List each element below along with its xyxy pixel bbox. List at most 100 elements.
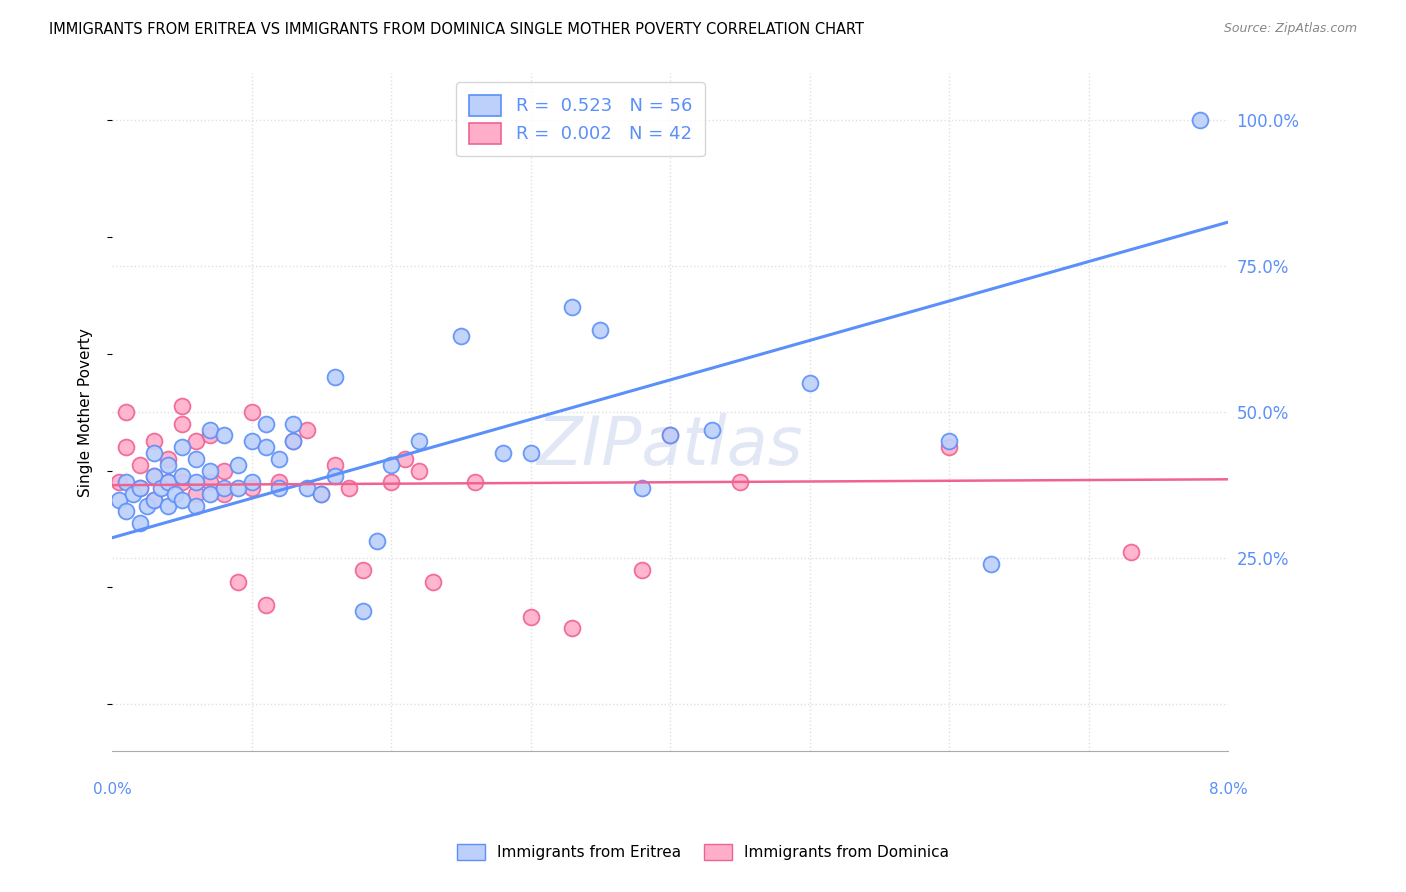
- Point: [938, 434, 960, 449]
- Point: [170, 417, 193, 431]
- Point: [269, 451, 291, 466]
- Point: [352, 563, 374, 577]
- Point: [135, 499, 157, 513]
- Point: [212, 481, 235, 495]
- Point: [184, 434, 207, 449]
- Point: [464, 475, 486, 490]
- Point: [519, 609, 541, 624]
- Point: [115, 405, 138, 419]
- Point: [297, 481, 319, 495]
- Point: [337, 481, 360, 495]
- Y-axis label: Single Mother Poverty: Single Mother Poverty: [79, 327, 93, 497]
- Point: [212, 428, 235, 442]
- Point: [170, 399, 193, 413]
- Point: [170, 440, 193, 454]
- Point: [212, 464, 235, 478]
- Point: [422, 574, 444, 589]
- Point: [129, 516, 152, 530]
- Point: [129, 481, 152, 495]
- Point: [129, 458, 152, 472]
- Point: [450, 329, 472, 343]
- Point: [269, 475, 291, 490]
- Point: [156, 499, 179, 513]
- Point: [352, 604, 374, 618]
- Point: [142, 434, 165, 449]
- Point: [115, 440, 138, 454]
- Point: [170, 469, 193, 483]
- Point: [323, 370, 346, 384]
- Point: [561, 300, 583, 314]
- Point: [408, 464, 430, 478]
- Point: [311, 487, 333, 501]
- Point: [212, 487, 235, 501]
- Point: [283, 417, 305, 431]
- Point: [492, 446, 515, 460]
- Point: [269, 481, 291, 495]
- Point: [408, 434, 430, 449]
- Point: [129, 481, 152, 495]
- Point: [198, 464, 221, 478]
- Point: [323, 458, 346, 472]
- Point: [283, 434, 305, 449]
- Point: [311, 487, 333, 501]
- Point: [170, 475, 193, 490]
- Point: [519, 446, 541, 460]
- Point: [115, 504, 138, 518]
- Point: [198, 423, 221, 437]
- Legend: Immigrants from Eritrea, Immigrants from Dominica: Immigrants from Eritrea, Immigrants from…: [451, 838, 955, 866]
- Point: [163, 487, 186, 501]
- Point: [149, 481, 172, 495]
- Point: [366, 533, 388, 548]
- Point: [226, 574, 249, 589]
- Point: [631, 481, 654, 495]
- Point: [938, 440, 960, 454]
- Point: [198, 475, 221, 490]
- Point: [980, 557, 1002, 571]
- Point: [240, 405, 263, 419]
- Point: [142, 469, 165, 483]
- Point: [142, 492, 165, 507]
- Point: [184, 451, 207, 466]
- Text: ZIPatlas: ZIPatlas: [537, 413, 803, 479]
- Point: [156, 475, 179, 490]
- Point: [728, 475, 751, 490]
- Point: [156, 451, 179, 466]
- Point: [254, 440, 277, 454]
- Point: [142, 469, 165, 483]
- Point: [108, 492, 131, 507]
- Point: [659, 428, 682, 442]
- Point: [156, 458, 179, 472]
- Point: [142, 492, 165, 507]
- Point: [323, 469, 346, 483]
- Point: [561, 621, 583, 635]
- Point: [226, 458, 249, 472]
- Point: [170, 492, 193, 507]
- Point: [108, 475, 131, 490]
- Point: [198, 428, 221, 442]
- Text: 8.0%: 8.0%: [1209, 781, 1247, 797]
- Point: [254, 417, 277, 431]
- Point: [198, 487, 221, 501]
- Text: Source: ZipAtlas.com: Source: ZipAtlas.com: [1223, 22, 1357, 36]
- Point: [240, 481, 263, 495]
- Legend: R =  0.523   N = 56, R =  0.002   N = 42: R = 0.523 N = 56, R = 0.002 N = 42: [456, 82, 704, 156]
- Point: [226, 481, 249, 495]
- Point: [283, 434, 305, 449]
- Point: [297, 423, 319, 437]
- Point: [700, 423, 723, 437]
- Point: [254, 598, 277, 612]
- Point: [156, 475, 179, 490]
- Text: 0.0%: 0.0%: [93, 781, 131, 797]
- Point: [122, 487, 145, 501]
- Point: [380, 458, 402, 472]
- Point: [184, 487, 207, 501]
- Point: [142, 446, 165, 460]
- Text: IMMIGRANTS FROM ERITREA VS IMMIGRANTS FROM DOMINICA SINGLE MOTHER POVERTY CORREL: IMMIGRANTS FROM ERITREA VS IMMIGRANTS FR…: [49, 22, 865, 37]
- Point: [589, 323, 612, 337]
- Point: [394, 451, 416, 466]
- Point: [1189, 112, 1212, 127]
- Point: [240, 434, 263, 449]
- Point: [240, 475, 263, 490]
- Point: [380, 475, 402, 490]
- Point: [799, 376, 821, 390]
